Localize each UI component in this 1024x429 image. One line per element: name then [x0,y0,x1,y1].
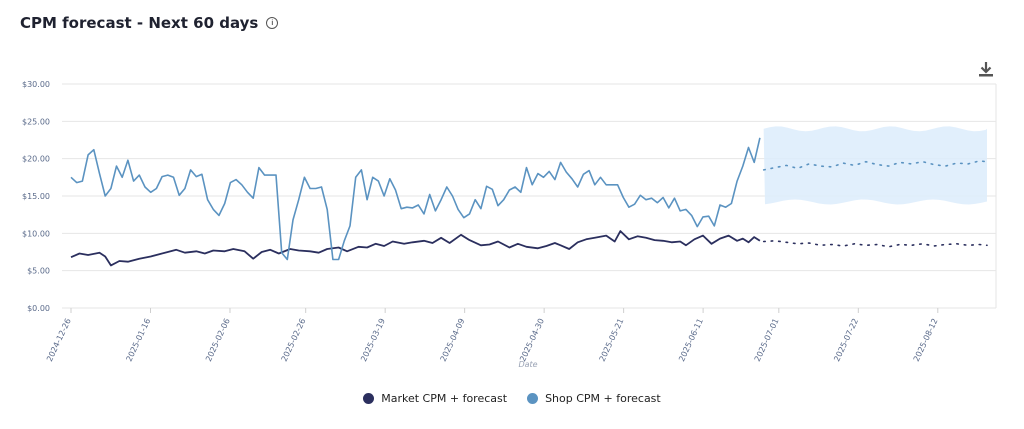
legend-item-shop[interactable]: Shop CPM + forecast [527,392,661,405]
x-tick-label: 2025-07-01 [753,317,781,363]
x-tick-label: 2025-04-30 [518,317,546,363]
forecast-confidence-band [763,126,987,205]
page-title: CPM forecast - Next 60 days [20,14,259,32]
y-tick-label: $25.00 [22,117,50,126]
shop-cpm-line [70,137,761,261]
chart-header: CPM forecast - Next 60 days i [20,14,279,32]
y-tick-label: $5.00 [27,267,50,276]
x-tick-label: 2025-08-12 [912,317,940,363]
x-tick-label: 2025-05-21 [598,317,626,363]
legend-label-market: Market CPM + forecast [381,392,508,405]
y-tick-label: $0.00 [27,304,50,313]
shop-legend-dot [527,393,539,404]
x-tick-label: 2025-03-19 [359,317,387,363]
market-cpm-line [70,230,761,267]
market-forecast-line [762,239,988,248]
market-legend-dot [363,393,375,404]
x-tick-label: 2025-07-22 [832,317,860,363]
y-tick-label: $15.00 [22,192,50,201]
shop-forecast-line [762,160,988,171]
legend: Market CPM + forecast Shop CPM + forecas… [0,392,1024,405]
x-tick-label: 2025-06-11 [677,317,705,363]
x-axis-label: Date [518,360,537,369]
x-tick-label: 2025-02-26 [280,317,308,363]
x-tick-label: 2025-01-16 [124,317,152,363]
x-tick-label: 2025-04-09 [439,317,467,363]
legend-label-shop: Shop CPM + forecast [545,392,661,405]
y-tick-label: $30.00 [22,80,50,89]
legend-item-market[interactable]: Market CPM + forecast [363,392,507,405]
y-tick-label: $10.00 [22,229,50,238]
x-tick-label: 2025-02-06 [204,317,232,363]
info-icon[interactable]: i [266,17,279,29]
download-icon[interactable] [977,60,995,78]
y-tick-label: $20.00 [22,155,50,164]
x-tick-label: 2024-12-26 [45,317,73,363]
